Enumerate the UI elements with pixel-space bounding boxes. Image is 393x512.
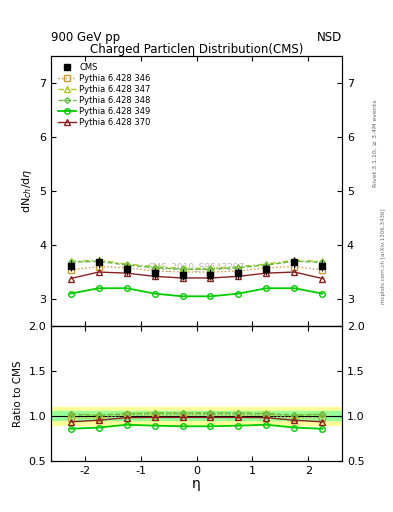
Bar bbox=[51, 411, 342, 420]
Text: NSD: NSD bbox=[317, 31, 342, 44]
X-axis label: η: η bbox=[192, 477, 201, 491]
Bar bbox=[51, 407, 342, 425]
Legend: CMS, Pythia 6.428 346, Pythia 6.428 347, Pythia 6.428 348, Pythia 6.428 349, Pyt: CMS, Pythia 6.428 346, Pythia 6.428 347,… bbox=[55, 60, 153, 130]
Y-axis label: Ratio to CMS: Ratio to CMS bbox=[13, 360, 23, 426]
Text: mcplots.cern.ch [arXiv:1306.3436]: mcplots.cern.ch [arXiv:1306.3436] bbox=[381, 208, 386, 304]
Y-axis label: dN$_{ch}$/d$\eta$: dN$_{ch}$/d$\eta$ bbox=[20, 169, 33, 214]
Text: 900 GeV pp: 900 GeV pp bbox=[51, 31, 120, 44]
Text: CMS_2010_S8547297: CMS_2010_S8547297 bbox=[148, 262, 245, 271]
Text: Rivet 3.1.10, ≥ 3.4M events: Rivet 3.1.10, ≥ 3.4M events bbox=[373, 99, 378, 187]
Title: Charged Particleη Distribution(CMS): Charged Particleη Distribution(CMS) bbox=[90, 44, 303, 56]
